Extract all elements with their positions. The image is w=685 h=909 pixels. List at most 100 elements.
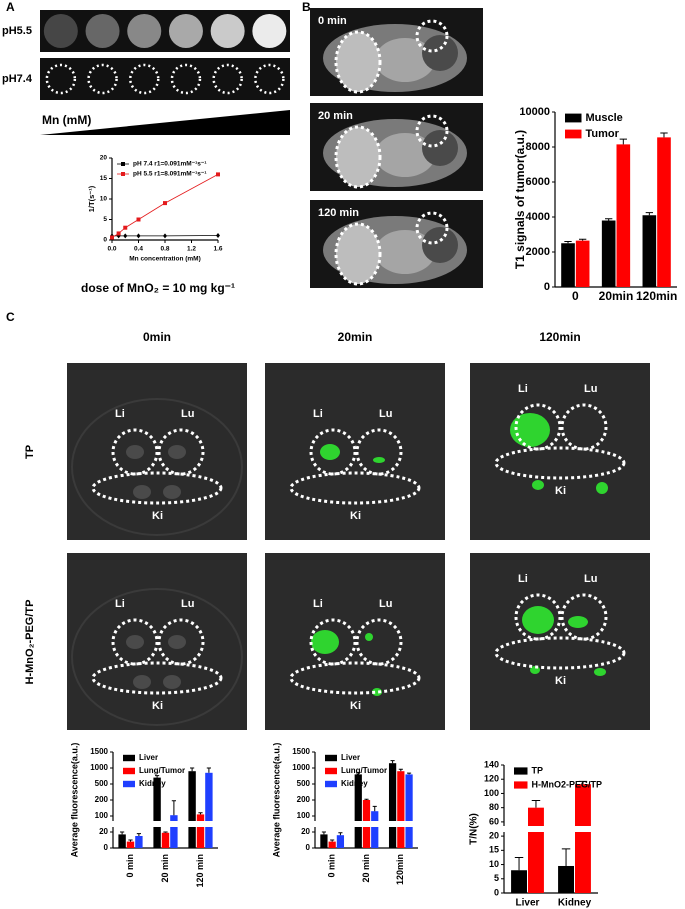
marker <box>216 232 220 238</box>
y-tick-label: 100 <box>95 811 109 820</box>
row-label: TP <box>24 445 36 459</box>
fluorescence-signal <box>320 444 340 460</box>
y-tick-label: 500 <box>297 779 311 788</box>
organ-label: Lu <box>584 573 597 585</box>
error-bar <box>356 771 361 775</box>
legend-label: Kidney <box>341 779 368 788</box>
error-bar <box>372 805 377 812</box>
bar <box>575 240 590 287</box>
bar <box>511 870 527 893</box>
legend-swatch <box>514 767 528 775</box>
liver-outline <box>111 428 159 476</box>
phantom-outline <box>170 63 202 95</box>
bar <box>336 835 345 848</box>
y-tick-label: 10 <box>489 859 499 869</box>
marker <box>110 235 114 240</box>
fluorescence-signal <box>311 630 339 654</box>
gradient-label: Mn (mM) <box>42 113 91 127</box>
error-bar <box>120 831 125 835</box>
fluorescence-image <box>265 363 445 540</box>
legend-label: Tumor <box>586 128 620 140</box>
x-tick-label: 0.0 <box>107 246 116 253</box>
y-tick-label: 5 <box>494 873 499 883</box>
legend-label: TP <box>532 765 544 775</box>
column-header: 20min <box>338 330 373 344</box>
mri-tissue <box>422 35 458 71</box>
bar <box>354 774 362 848</box>
fluorescence-image <box>265 553 445 730</box>
liver-outline <box>514 403 562 451</box>
y-tick-label: 200 <box>95 795 109 804</box>
y-tick-label: 60 <box>489 816 499 826</box>
kidney-outline <box>494 636 626 670</box>
y-tick-label: 10 <box>100 196 108 203</box>
tissue <box>163 485 181 499</box>
error-bar <box>531 800 541 808</box>
y-tick-label: 80 <box>489 802 499 812</box>
panel-label: A <box>6 0 15 14</box>
series-line <box>111 174 219 238</box>
bar <box>170 815 178 848</box>
y-tick-label: 0 <box>306 843 311 852</box>
marker <box>136 217 141 222</box>
fluorescence-signal <box>373 457 385 463</box>
x-tick-label: 20 min <box>361 854 371 883</box>
bar <box>205 772 213 848</box>
y-axis-label: 1/T(s⁻¹) <box>87 185 96 212</box>
phantom <box>127 14 162 48</box>
bar <box>328 841 336 848</box>
time-label: 20 min <box>318 110 353 122</box>
y-axis-label: Average fluorescence(a.u.) <box>69 743 79 858</box>
liver-outline <box>111 618 159 666</box>
organ-label: Ki <box>350 700 361 712</box>
error-bar <box>128 839 133 842</box>
tissue <box>126 445 144 459</box>
legend-swatch <box>123 780 135 788</box>
y-tick-label: 15 <box>489 845 499 855</box>
tissue <box>133 485 151 499</box>
bar <box>397 771 405 848</box>
x-tick-label: 0 min <box>125 854 135 878</box>
bar <box>161 832 170 848</box>
fluorescence-image <box>470 553 650 730</box>
y-tick-label: 8000 <box>526 141 550 153</box>
error-bar <box>645 212 654 216</box>
lung-outline <box>355 428 403 476</box>
legend-marker <box>121 172 125 176</box>
fluorescence-signal <box>510 413 550 447</box>
organ-label: Ki <box>152 700 163 712</box>
tumor-outline <box>334 30 382 94</box>
y-axis-label: T/N(%) <box>469 813 480 845</box>
error-bar <box>338 832 343 836</box>
axis-break <box>109 821 220 827</box>
phantom-strip <box>40 58 290 100</box>
axis-break <box>500 826 600 832</box>
legend-label: pH 5.5 r1=8.091mM⁻¹s⁻¹ <box>133 171 207 178</box>
organ-label: Lu <box>584 383 597 395</box>
y-tick-label: 0 <box>103 237 107 244</box>
axis-break <box>311 821 420 827</box>
marker <box>163 201 167 206</box>
error-bar <box>578 238 587 241</box>
legend-label: pH 7.4 r1=0.091mM⁻¹s⁻¹ <box>133 161 207 168</box>
bar <box>616 144 631 287</box>
phantom <box>168 14 203 48</box>
fluorescence-signal <box>522 606 554 634</box>
tumor-outline <box>415 211 449 245</box>
legend-swatch <box>123 767 135 775</box>
error-bar <box>514 856 524 871</box>
legend-swatch <box>325 780 337 788</box>
y-tick-label: 1000 <box>90 763 108 772</box>
error-bar <box>321 831 326 835</box>
liver-outline <box>309 618 357 666</box>
error-bar <box>390 760 395 764</box>
organ-label: Ki <box>555 485 566 497</box>
organ-label: Li <box>518 573 528 585</box>
legend-swatch <box>565 113 582 123</box>
panel-label: C <box>6 310 15 324</box>
liver-outline <box>309 428 357 476</box>
fluorescence-image <box>470 363 650 540</box>
kidney-outline <box>289 661 421 695</box>
x-tick-label: 120 min <box>195 854 205 888</box>
column-header: 0min <box>143 330 171 344</box>
